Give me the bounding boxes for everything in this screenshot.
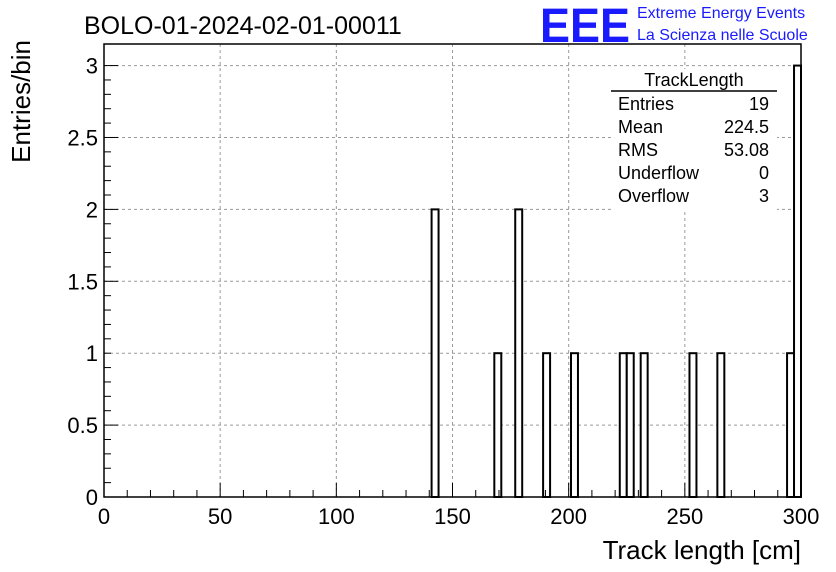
- stats-row-label: Mean: [618, 117, 663, 137]
- stats-row-value: 3: [759, 186, 769, 206]
- eee-logo: EEE: [540, 0, 630, 53]
- histogram-bin: [786, 352, 796, 499]
- chart-title: BOLO-01-2024-02-01-00011: [84, 12, 402, 40]
- stats-row-label: Entries: [618, 94, 674, 114]
- x-axis-label: Track length [cm]: [603, 535, 801, 565]
- histogram-bin: [514, 208, 524, 498]
- histogram-bin: [688, 352, 698, 499]
- y-tick-label: 2.5: [67, 125, 98, 150]
- histogram-bin: [569, 352, 579, 499]
- histogram-bin: [542, 352, 552, 499]
- stats-title: TrackLength: [644, 70, 743, 90]
- stats-row-value: 19: [749, 94, 769, 114]
- stats-box: TrackLength Entries 19 Mean 224.5 RMS 53.08 Un…: [611, 69, 777, 210]
- y-tick-label: 0.5: [67, 413, 98, 438]
- y-axis-label: Entries/bin: [6, 40, 36, 163]
- x-tick-label: 150: [434, 504, 471, 529]
- stats-row-label: Underflow: [618, 163, 700, 183]
- axes: [103, 43, 802, 498]
- x-tick-label: 100: [318, 504, 355, 529]
- y-tick-label: 1.5: [67, 269, 98, 294]
- y-tick-label: 1: [86, 341, 98, 366]
- x-tick-label: 50: [208, 504, 232, 529]
- x-tick-label: 300: [783, 504, 820, 529]
- histogram-bin: [716, 352, 726, 499]
- histogram-bin: [430, 208, 440, 498]
- stats-row-value: 0: [759, 163, 769, 183]
- grid-lines: [104, 44, 802, 497]
- histogram-bin: [618, 352, 628, 499]
- histogram-bin: [793, 64, 803, 498]
- tick-labels: 0 50 100 150 200 250 300 0 0.5 1 1.5 2 2.5 3: [67, 54, 819, 529]
- histogram-bin: [493, 352, 503, 499]
- y-tick-label: 2: [86, 197, 98, 222]
- x-tick-label: 200: [550, 504, 587, 529]
- brand-line-1: Extreme Energy Events: [637, 5, 805, 22]
- stats-row-label: Overflow: [618, 186, 690, 206]
- histogram-bin: [625, 352, 635, 499]
- stats-row-value: 224.5: [724, 117, 769, 137]
- x-tick-label: 250: [666, 504, 703, 529]
- stats-row-label: RMS: [618, 140, 658, 160]
- y-tick-label: 0: [86, 485, 98, 510]
- histogram-bin: [639, 352, 649, 499]
- brand-line-2: La Scienza nelle Scuole: [637, 27, 808, 44]
- x-tick-label: 0: [98, 504, 110, 529]
- stats-row-value: 53.08: [724, 140, 769, 160]
- y-tick-label: 3: [86, 54, 98, 79]
